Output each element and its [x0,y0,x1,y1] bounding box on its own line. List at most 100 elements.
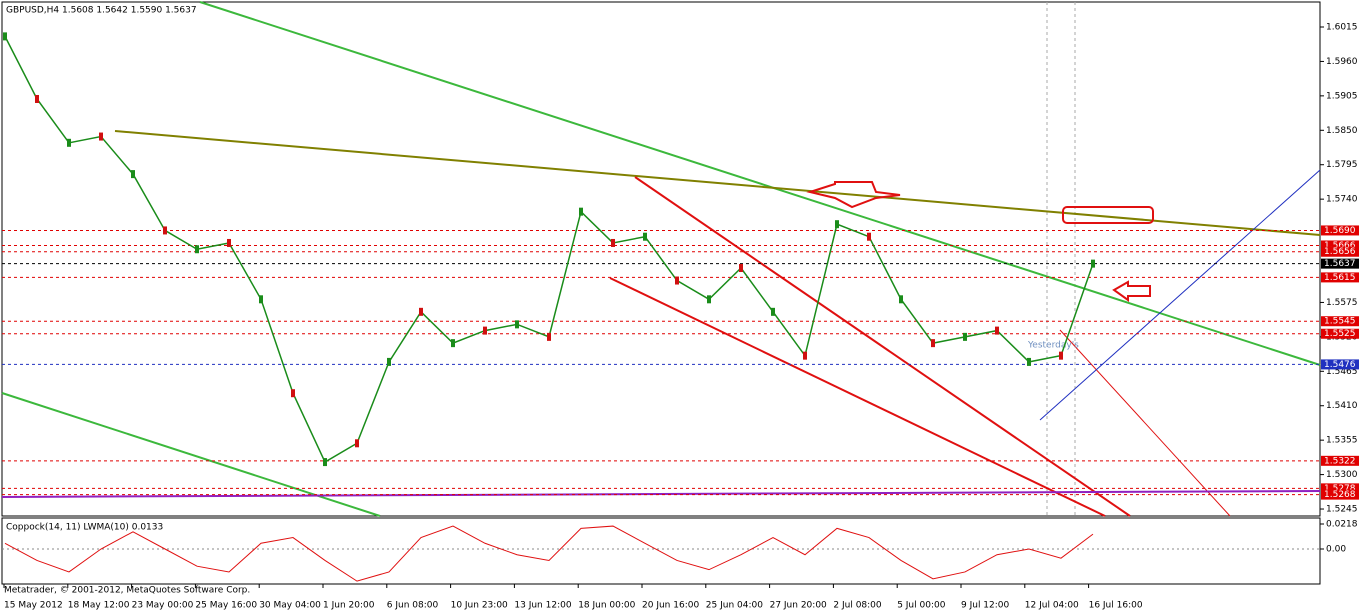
price-tick-label: 1.5245 [1326,505,1358,515]
candle [291,389,295,398]
time-label: 15 May 2012 [4,601,63,611]
candle [771,307,775,316]
callout-arrow [806,181,901,209]
callout-arrow [1112,280,1151,302]
candle [483,326,487,335]
coppock-line [4,525,1094,582]
candle [67,138,71,147]
time-label: 27 Jun 20:00 [770,601,827,611]
candle [131,170,135,179]
price-label: 1.5690 [1324,226,1356,236]
trend-line [114,130,1321,236]
candle [227,238,231,247]
price-tick-label: 1.5465 [1326,367,1358,377]
indicator-panel [1,517,1321,585]
candle [579,207,583,216]
price-label-box [1321,246,1359,257]
candle [547,332,551,341]
price-label: 1.5322 [1324,456,1356,466]
price-label-box [1321,240,1359,251]
price-label: 1.5476 [1324,360,1356,370]
candle [611,238,615,247]
candle [515,320,519,329]
trend-line [199,1,1321,366]
candle [1027,357,1031,366]
time-label: 6 Jun 08:00 [387,601,439,611]
candle [707,295,711,304]
indicator-label: Coppock(14, 11) LWMA(10) 0.0133 [6,523,163,533]
candle [1059,351,1063,360]
price-label: 1.5278 [1324,484,1356,494]
time-label: 2 Jul 08:00 [833,601,882,611]
time-label: 18 Jun 00:00 [578,601,635,611]
trend-lines [1,1,1321,517]
price-tick-label: 1.5850 [1326,126,1358,136]
candle [867,232,871,241]
price-label-box [1321,272,1359,283]
price-label-box [1321,483,1359,494]
copyright: Metatrader, © 2001-2012, MetaQuotes Soft… [4,586,250,596]
time-label: 1 Jun 20:00 [323,601,375,611]
price-label: 1.5656 [1324,247,1356,257]
price-tick-label: 1.5300 [1326,470,1358,480]
candle [963,332,967,341]
time-label: 10 Jun 23:00 [451,601,508,611]
candle [739,264,743,273]
candle [3,32,7,41]
candle [803,351,807,360]
channel-line [609,277,1106,517]
candle [995,326,999,335]
channel-line [1059,329,1231,517]
candle [259,295,263,304]
time-label: 25 Jun 04:00 [706,601,763,611]
price-label: 1.5615 [1324,273,1356,283]
price-label: 1.5525 [1324,329,1356,339]
time-label: 18 May 12:00 [68,601,130,611]
symbol-header: GBPUSD,H4 1.5608 1.5642 1.5590 1.5637 [6,6,197,16]
time-label: 23 May 00:00 [132,601,194,611]
main-panel [1,1,1321,517]
price-label: 1.5637 [1324,259,1356,269]
candle [195,245,199,254]
price-label-box [1321,258,1359,269]
price-label-box [1321,489,1359,500]
candle [675,276,679,285]
price-label: 1.5268 [1324,490,1356,500]
candle [931,339,935,348]
object-label: Yesterday's [1027,341,1079,351]
candle [387,357,391,366]
candle [643,232,647,241]
candle [163,226,167,235]
candle [899,295,903,304]
price-tick-label: 1.6015 [1326,23,1358,33]
time-label: 20 Jun 16:00 [642,601,699,611]
price-label-box [1321,359,1359,370]
price-label-box [1321,225,1359,236]
candle [355,439,359,448]
price-tick-label: 1.5740 [1326,195,1358,205]
price-label: 1.5666 [1324,241,1356,251]
price-tick-label: 1.5575 [1326,298,1358,308]
price-label-box [1321,455,1359,466]
time-label: 16 Jul 16:00 [1089,601,1143,611]
time-label: 9 Jul 12:00 [961,601,1010,611]
price-tick-label: 1.5905 [1326,91,1358,101]
price-label-box [1321,328,1359,339]
price-label-box [1321,316,1359,327]
trend-line [1039,169,1321,421]
candle [451,339,455,348]
indicator-tick-label: 0.0218 [1326,520,1358,530]
price-tick-label: 1.5795 [1326,160,1358,170]
candle [323,458,327,467]
candle [1091,259,1095,268]
candle [99,132,103,141]
time-label: 30 May 04:00 [259,601,321,611]
time-label: 5 Jul 00:00 [897,601,946,611]
price-tick-label: 1.5410 [1326,401,1358,411]
price-tick-label: 1.5355 [1326,436,1358,446]
time-label: 25 May 16:00 [195,601,257,611]
price-tick-label: 1.5960 [1326,57,1358,67]
candle [35,94,39,103]
